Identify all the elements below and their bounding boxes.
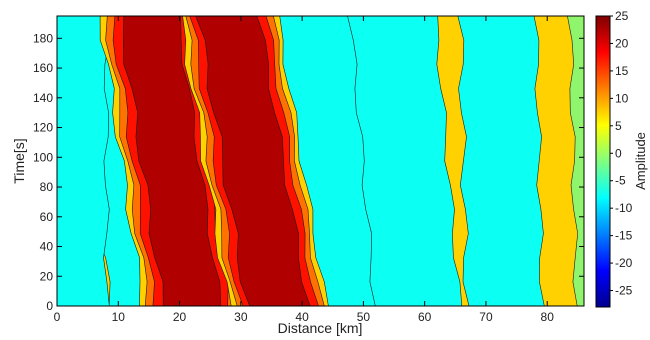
plot-area: [56, 15, 585, 307]
x-tick-label: 80: [541, 310, 555, 324]
contour-band: [123, 16, 222, 306]
x-tick-label: 30: [234, 310, 248, 324]
colorbar-tick-label: 25: [615, 9, 629, 23]
contour-band: [457, 16, 545, 306]
x-tick-label: 60: [418, 310, 432, 324]
y-tick-label: 80: [40, 180, 54, 194]
colorbar: 25 20 15 10 5 0 -5 -10 -15 -20 -25 Amplitude: [595, 9, 648, 308]
colorbar-gradient: [595, 15, 611, 308]
colorbar-tick-label: 15: [615, 64, 629, 78]
y-tick-label: 160: [33, 61, 53, 75]
colorbar-tick-label: -15: [615, 229, 633, 243]
y-tick-label: 140: [33, 91, 53, 105]
plot-frame: [56, 15, 585, 307]
x-tick-label: 10: [112, 310, 126, 324]
y-tick-label: 0: [46, 299, 53, 313]
y-tick-label: 40: [40, 240, 54, 254]
colorbar-tick-label: -5: [615, 174, 626, 188]
colorbar-tick-label: -25: [615, 284, 633, 298]
x-tick-label: 20: [173, 310, 187, 324]
x-tick-label: 50: [357, 310, 371, 324]
colorbar-tick-label: -20: [615, 256, 633, 270]
x-tick-label: 70: [479, 310, 493, 324]
x-axis-label: Distance [km]: [278, 320, 363, 336]
colorbar-ticks: 25 20 15 10 5 0 -5 -10 -15 -20 -25: [610, 9, 633, 298]
y-tick-label: 180: [33, 31, 53, 45]
contour-band: [57, 16, 110, 306]
y-axis-ticks: 0 20 40 60 80 100 120 140 160 180: [33, 31, 584, 313]
contour-band: [195, 16, 311, 306]
colorbar-label: Amplitude: [633, 132, 648, 190]
colorbar-tick-label: 20: [615, 36, 629, 50]
x-axis-ticks: 0 10 20 30 40 50 60 70 80: [54, 16, 555, 324]
y-tick-label: 100: [33, 150, 53, 164]
y-tick-label: 20: [40, 269, 54, 283]
y-axis-label: Time[s]: [11, 138, 27, 183]
colorbar-tick-label: 5: [615, 119, 622, 133]
y-tick-label: 60: [40, 210, 54, 224]
colorbar-tick-label: 0: [615, 146, 622, 160]
x-tick-label: 0: [54, 310, 61, 324]
amplitude-bands: [57, 16, 578, 306]
colorbar-tick-label: 10: [615, 91, 629, 105]
x-tick-label: 40: [295, 310, 309, 324]
y-tick-label: 120: [33, 121, 53, 135]
colorbar-tick-label: -10: [615, 201, 633, 215]
